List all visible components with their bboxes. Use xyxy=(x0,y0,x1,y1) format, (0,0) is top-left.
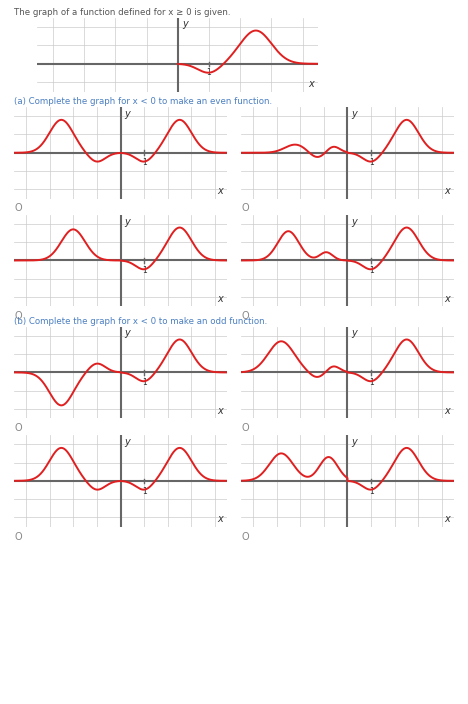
Text: 1: 1 xyxy=(142,378,146,387)
Text: y: y xyxy=(124,437,130,447)
Text: y: y xyxy=(124,329,130,339)
Text: 1: 1 xyxy=(369,378,373,387)
Text: (b) Complete the graph for x < 0 to make an odd function.: (b) Complete the graph for x < 0 to make… xyxy=(14,317,267,326)
Text: x: x xyxy=(218,187,223,196)
Text: x: x xyxy=(218,294,223,304)
Text: 1: 1 xyxy=(369,486,373,496)
Text: y: y xyxy=(124,109,130,119)
Text: y: y xyxy=(183,20,188,30)
Text: 1: 1 xyxy=(369,158,373,168)
Text: x: x xyxy=(445,294,450,304)
Text: y: y xyxy=(124,217,130,227)
Text: x: x xyxy=(218,406,223,416)
Text: y: y xyxy=(351,329,357,339)
Text: The graph of a function defined for x ≥ 0 is given.: The graph of a function defined for x ≥ … xyxy=(14,8,231,18)
Text: x: x xyxy=(445,515,450,524)
Text: 1: 1 xyxy=(142,486,146,496)
Text: x: x xyxy=(445,187,450,196)
Text: (a) Complete the graph for x < 0 to make an even function.: (a) Complete the graph for x < 0 to make… xyxy=(14,97,272,106)
Text: O: O xyxy=(241,203,249,213)
Text: x: x xyxy=(218,515,223,524)
Text: y: y xyxy=(351,217,357,227)
Text: 1: 1 xyxy=(142,266,146,275)
Text: x: x xyxy=(445,406,450,416)
Text: O: O xyxy=(14,311,22,321)
Text: O: O xyxy=(241,532,249,541)
Text: O: O xyxy=(14,203,22,213)
Text: x: x xyxy=(308,80,314,89)
Text: O: O xyxy=(241,311,249,321)
Text: 1: 1 xyxy=(207,68,212,77)
Text: O: O xyxy=(241,423,249,433)
Text: y: y xyxy=(351,109,357,119)
Text: O: O xyxy=(14,532,22,541)
Text: 1: 1 xyxy=(369,266,373,275)
Text: 1: 1 xyxy=(142,158,146,168)
Text: O: O xyxy=(14,423,22,433)
Text: y: y xyxy=(351,437,357,447)
